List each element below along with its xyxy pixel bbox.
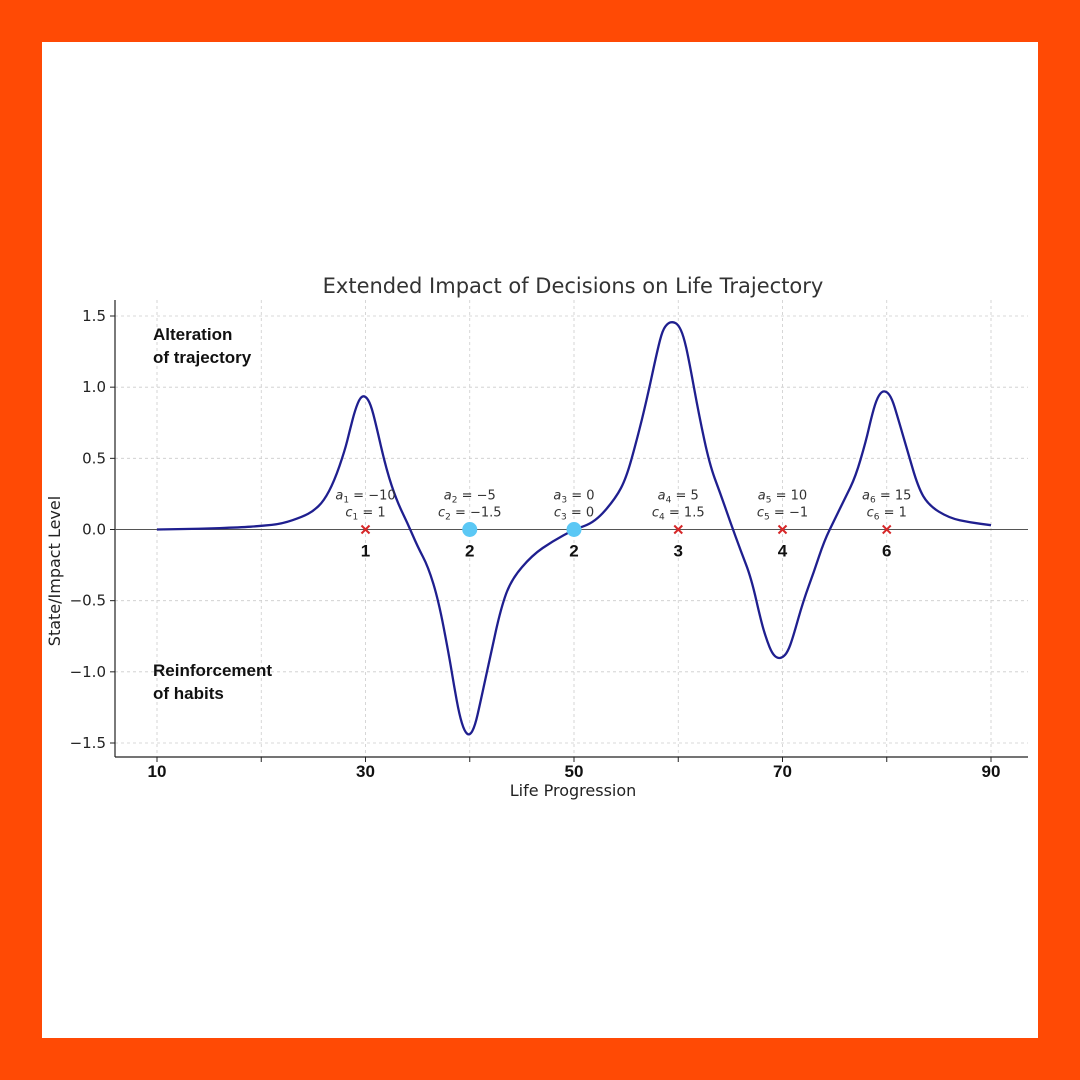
y-tick-label: −1.0 bbox=[70, 663, 106, 681]
region-annotation: Reinforcement bbox=[153, 661, 272, 680]
y-tick-label: −1.5 bbox=[70, 734, 106, 752]
c-param-label: c2 = −1.5 bbox=[438, 506, 502, 523]
a-param-label: a1 = −10 bbox=[335, 489, 395, 506]
x-marker-stroke bbox=[360, 524, 371, 535]
chart-title: Extended Impact of Decisions on Life Tra… bbox=[323, 274, 824, 298]
y-tick-label: 1.0 bbox=[82, 378, 106, 396]
point-label: 2 bbox=[465, 542, 474, 561]
x-tick-label: 70 bbox=[773, 762, 792, 781]
x-marker bbox=[673, 524, 683, 535]
x-marker-stroke bbox=[777, 524, 788, 535]
region-annotation: of trajectory bbox=[153, 348, 252, 367]
point-label: 6 bbox=[882, 542, 891, 561]
line-chart: −1.5 −1.0 −0.5 0.0 0.5 1.0 1.5 10 30 50 70 90 1 2 2 3… bbox=[45, 274, 1028, 800]
y-axis-label: State/Impact Level bbox=[45, 496, 64, 646]
x-axis-label: Life Progression bbox=[510, 781, 637, 800]
x-ticks: 10 30 50 70 90 bbox=[148, 757, 1001, 781]
region-annotation: of habits bbox=[153, 684, 224, 703]
point-label: 4 bbox=[778, 542, 788, 561]
c-param-label: c1 = 1 bbox=[345, 506, 385, 523]
a-param-label: a4 = 5 bbox=[658, 489, 699, 506]
annotations: Alteration of trajectory Reinforcement of h… bbox=[153, 325, 272, 703]
point-label: 1 bbox=[361, 542, 370, 561]
x-tick-label: 90 bbox=[982, 762, 1001, 781]
y-tick-label: −0.5 bbox=[70, 592, 106, 610]
x-marker bbox=[360, 524, 371, 535]
c-param-label: c3 = 0 bbox=[554, 506, 594, 523]
y-tick-label: 0.0 bbox=[82, 521, 106, 539]
x-marker-stroke bbox=[882, 524, 892, 535]
series-line bbox=[156, 321, 992, 736]
region-annotation: Alteration bbox=[153, 325, 232, 344]
x-tick-label: 50 bbox=[565, 762, 584, 781]
y-tick-label: 0.5 bbox=[82, 449, 106, 467]
x-tick-label: 10 bbox=[148, 762, 167, 781]
a-param-label: a5 = 10 bbox=[758, 489, 807, 506]
point-label: 3 bbox=[674, 542, 683, 561]
point-label: 2 bbox=[569, 542, 578, 561]
c-param-label: c5 = −1 bbox=[757, 506, 808, 523]
x-marker-stroke bbox=[673, 524, 683, 535]
y-ticks: −1.5 −1.0 −0.5 0.0 0.5 1.0 1.5 bbox=[70, 307, 115, 752]
x-tick-label: 30 bbox=[356, 762, 375, 781]
c-param-label: c4 = 1.5 bbox=[652, 506, 705, 523]
markers: 1 2 2 3 4 6 bbox=[360, 522, 892, 561]
c-param-label: c6 = 1 bbox=[867, 506, 907, 523]
a-param-label: a3 = 0 bbox=[553, 489, 594, 506]
a-param-label: a2 = −5 bbox=[444, 489, 496, 506]
chart-frame: −1.5 −1.0 −0.5 0.0 0.5 1.0 1.5 10 30 50 70 90 1 2 2 3… bbox=[42, 42, 1038, 1038]
x-marker bbox=[777, 524, 788, 535]
dot-marker bbox=[566, 522, 582, 537]
dot-marker bbox=[462, 522, 478, 537]
a-param-label: a6 = 15 bbox=[862, 489, 911, 506]
x-marker bbox=[882, 524, 892, 535]
y-tick-label: 1.5 bbox=[82, 307, 106, 325]
